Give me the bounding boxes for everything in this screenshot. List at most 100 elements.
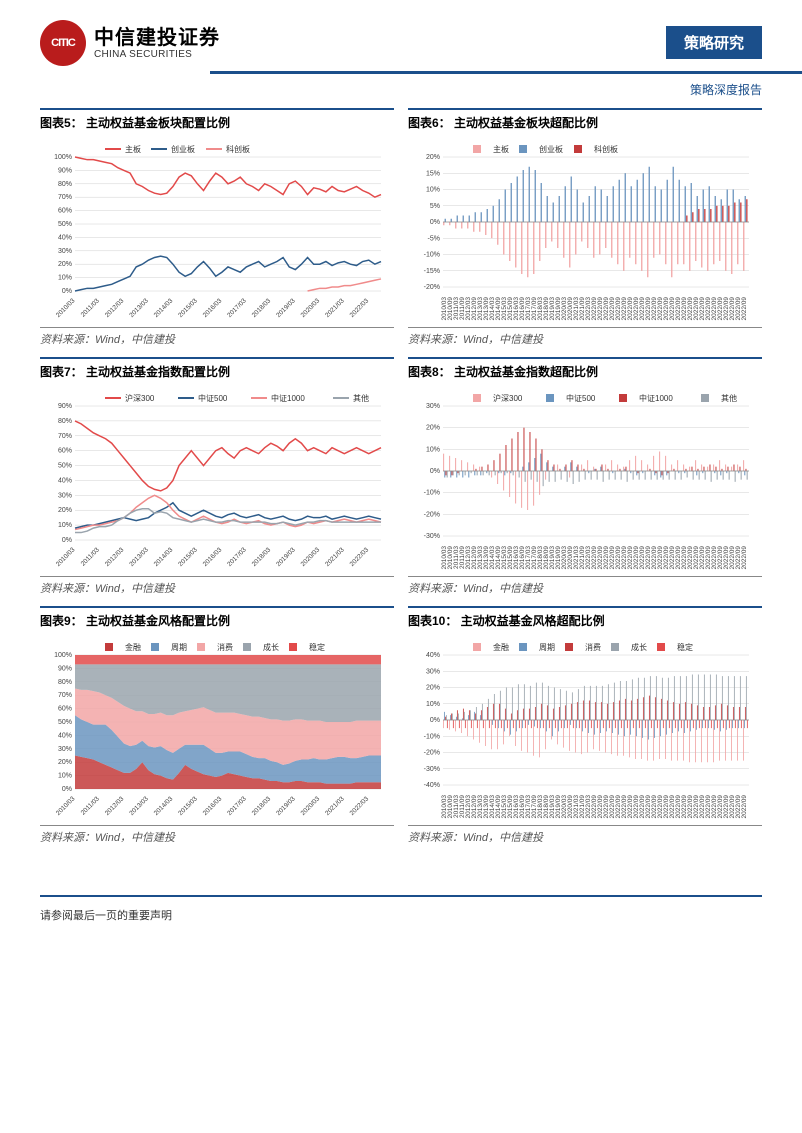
chart-title: 图表10： 主动权益基金风格超配比例 bbox=[408, 606, 762, 629]
svg-text:沪深300: 沪深300 bbox=[125, 393, 155, 403]
svg-text:70%: 70% bbox=[58, 692, 72, 699]
svg-text:20%: 20% bbox=[426, 425, 440, 432]
svg-text:2016/03: 2016/03 bbox=[202, 546, 224, 568]
svg-text:-30%: -30% bbox=[424, 533, 440, 540]
svg-text:-30%: -30% bbox=[424, 766, 440, 773]
svg-text:2019/03: 2019/03 bbox=[275, 795, 297, 817]
svg-text:2014/03: 2014/03 bbox=[153, 795, 175, 817]
svg-text:稳定: 稳定 bbox=[677, 642, 693, 652]
svg-text:2019/03: 2019/03 bbox=[275, 546, 297, 568]
svg-text:0%: 0% bbox=[430, 219, 440, 226]
svg-text:周期: 周期 bbox=[171, 643, 187, 652]
svg-text:2022/09: 2022/09 bbox=[741, 546, 748, 570]
svg-text:2013/03: 2013/03 bbox=[128, 795, 150, 817]
logo-text: 中信建投证券 CHINA SECURITIES bbox=[94, 27, 220, 60]
svg-text:100%: 100% bbox=[54, 154, 72, 161]
brand-cn: 中信建投证券 bbox=[94, 27, 220, 49]
svg-text:2013/03: 2013/03 bbox=[128, 546, 150, 568]
svg-text:40%: 40% bbox=[426, 652, 440, 659]
svg-text:2017/03: 2017/03 bbox=[226, 546, 248, 568]
svg-text:2022/09: 2022/09 bbox=[741, 795, 748, 819]
svg-text:-15%: -15% bbox=[424, 268, 440, 275]
svg-text:2011/03: 2011/03 bbox=[80, 546, 101, 567]
svg-text:2021/03: 2021/03 bbox=[324, 546, 346, 568]
svg-text:10%: 10% bbox=[58, 275, 72, 282]
brand-en: CHINA SECURITIES bbox=[94, 49, 220, 60]
svg-text:70%: 70% bbox=[58, 194, 72, 201]
svg-text:2020/03: 2020/03 bbox=[300, 795, 322, 817]
svg-text:2018/03: 2018/03 bbox=[251, 546, 273, 568]
svg-text:金融: 金融 bbox=[125, 642, 141, 652]
svg-text:80%: 80% bbox=[58, 181, 72, 188]
chart-row: 图表9： 主动权益基金风格配置比例 金融周期消费成长稳定0%10%20%30%4… bbox=[40, 606, 762, 845]
svg-text:40%: 40% bbox=[58, 234, 72, 241]
chart-cell-8: 图表8： 主动权益基金指数超配比例 沪深300中证500中证1000其他-30%… bbox=[408, 357, 762, 596]
svg-text:2012/03: 2012/03 bbox=[104, 795, 126, 817]
svg-text:科创板: 科创板 bbox=[226, 144, 250, 154]
svg-text:沪深300: 沪深300 bbox=[493, 393, 523, 403]
svg-text:30%: 30% bbox=[426, 403, 440, 410]
svg-text:10%: 10% bbox=[426, 187, 440, 194]
svg-text:2021/03: 2021/03 bbox=[324, 297, 346, 319]
svg-text:2014/03: 2014/03 bbox=[153, 546, 175, 568]
svg-text:2012/03: 2012/03 bbox=[104, 297, 126, 319]
svg-text:2011/03: 2011/03 bbox=[80, 795, 101, 816]
chart-5: 主板创业板科创板0%10%20%30%40%50%60%70%80%90%100… bbox=[40, 135, 394, 325]
logo-block: CITIC 中信建投证券 CHINA SECURITIES bbox=[40, 20, 220, 66]
chart-10: 金融周期消费成长稳定-40%-30%-20%-10%0%10%20%30%40%… bbox=[408, 633, 762, 823]
chart-row: 图表7： 主动权益基金指数配置比例 沪深300中证500中证1000其他0%10… bbox=[40, 357, 762, 596]
chart-row: 图表5： 主动权益基金板块配置比例 主板创业板科创板0%10%20%30%40%… bbox=[40, 108, 762, 347]
svg-text:50%: 50% bbox=[58, 719, 72, 726]
chart-6: 主板创业板科创板-20%-15%-10%-5%0%5%10%15%20%2010… bbox=[408, 135, 762, 325]
svg-text:2020/03: 2020/03 bbox=[300, 546, 322, 568]
svg-text:中证1000: 中证1000 bbox=[271, 393, 305, 403]
svg-text:90%: 90% bbox=[58, 403, 72, 410]
svg-text:2015/03: 2015/03 bbox=[177, 546, 199, 568]
sub-header-label: 策略深度报告 bbox=[0, 75, 802, 102]
chart-cell-10: 图表10： 主动权益基金风格超配比例 金融周期消费成长稳定-40%-30%-20… bbox=[408, 606, 762, 845]
svg-text:主板: 主板 bbox=[125, 144, 141, 154]
svg-text:2022/09: 2022/09 bbox=[741, 297, 748, 321]
svg-text:其他: 其他 bbox=[721, 393, 737, 403]
chart-cell-7: 图表7： 主动权益基金指数配置比例 沪深300中证500中证1000其他0%10… bbox=[40, 357, 394, 596]
svg-text:2014/03: 2014/03 bbox=[153, 297, 175, 319]
footer: 请参阅最后一页的重要声明 bbox=[40, 895, 762, 953]
svg-text:-10%: -10% bbox=[424, 252, 440, 259]
svg-text:80%: 80% bbox=[58, 679, 72, 686]
chart-source: 资料来源：Wind，中信建投 bbox=[408, 327, 762, 347]
svg-text:2015/03: 2015/03 bbox=[177, 795, 199, 817]
svg-text:其他: 其他 bbox=[353, 393, 369, 403]
svg-text:-10%: -10% bbox=[424, 490, 440, 497]
chart-source: 资料来源：Wind，中信建投 bbox=[408, 825, 762, 845]
page-header: CITIC 中信建投证券 CHINA SECURITIES 策略研究 bbox=[0, 0, 802, 66]
svg-text:2020/03: 2020/03 bbox=[300, 297, 322, 319]
svg-text:0%: 0% bbox=[62, 537, 72, 544]
svg-text:2017/03: 2017/03 bbox=[226, 297, 248, 319]
svg-text:10%: 10% bbox=[426, 446, 440, 453]
svg-text:主板: 主板 bbox=[493, 144, 509, 154]
svg-text:90%: 90% bbox=[58, 665, 72, 672]
svg-text:2013/03: 2013/03 bbox=[128, 297, 150, 319]
svg-text:成长: 成长 bbox=[631, 642, 647, 652]
svg-text:2015/03: 2015/03 bbox=[177, 297, 199, 319]
chart-title: 图表5： 主动权益基金板块配置比例 bbox=[40, 108, 394, 131]
svg-text:中证500: 中证500 bbox=[198, 393, 228, 403]
svg-text:2019/03: 2019/03 bbox=[275, 297, 297, 319]
svg-text:-20%: -20% bbox=[424, 750, 440, 757]
svg-text:科创板: 科创板 bbox=[594, 144, 618, 154]
svg-text:2016/03: 2016/03 bbox=[202, 297, 224, 319]
chart-cell-5: 图表5： 主动权益基金板块配置比例 主板创业板科创板0%10%20%30%40%… bbox=[40, 108, 394, 347]
svg-text:20%: 20% bbox=[58, 759, 72, 766]
svg-text:2022/03: 2022/03 bbox=[349, 795, 371, 817]
chart-title: 图表8： 主动权益基金指数超配比例 bbox=[408, 357, 762, 380]
chart-source: 资料来源：Wind，中信建投 bbox=[40, 327, 394, 347]
chart-7: 沪深300中证500中证1000其他0%10%20%30%40%50%60%70… bbox=[40, 384, 394, 574]
header-band-label: 策略研究 bbox=[666, 26, 762, 59]
svg-text:金融: 金融 bbox=[493, 642, 509, 652]
chart-source: 资料来源：Wind，中信建投 bbox=[40, 825, 394, 845]
svg-text:2021/03: 2021/03 bbox=[324, 795, 346, 817]
svg-text:创业板: 创业板 bbox=[171, 144, 195, 154]
svg-text:50%: 50% bbox=[58, 463, 72, 470]
svg-text:0%: 0% bbox=[62, 786, 72, 793]
svg-text:2011/03: 2011/03 bbox=[80, 297, 101, 318]
